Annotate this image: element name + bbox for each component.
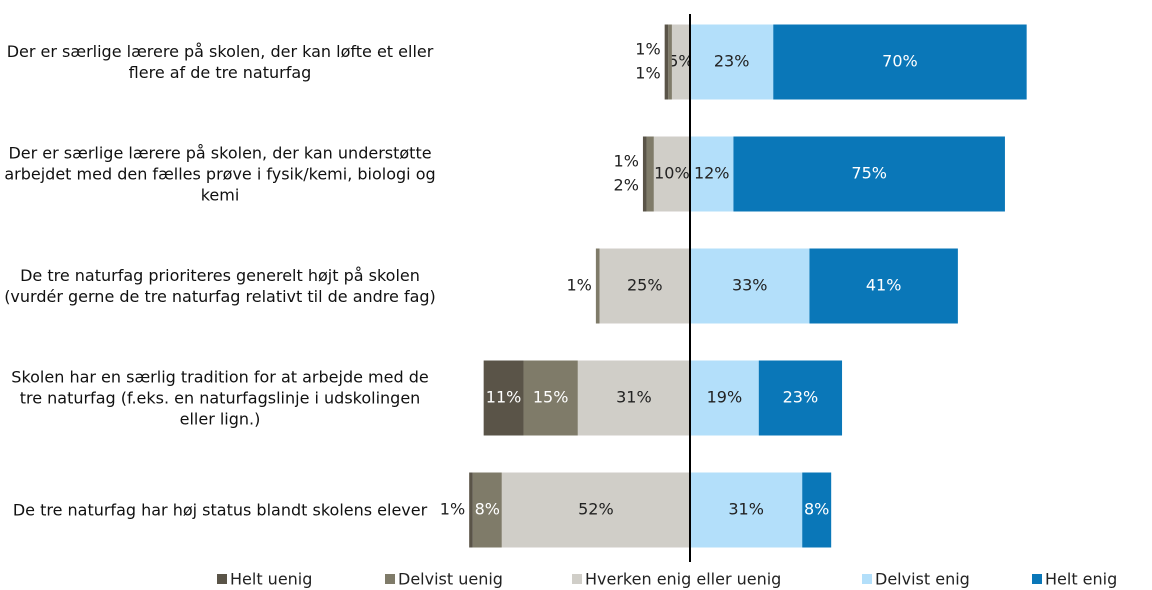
bar-segment: [523, 360, 578, 436]
bar-segment: [483, 360, 524, 436]
data-label: 70%: [882, 52, 918, 71]
bar-segment: [690, 24, 774, 100]
bar-segment: [773, 24, 1027, 100]
legend-label: Delvist enig: [875, 570, 970, 589]
bar-segment: [690, 248, 810, 324]
bar-segment: [664, 24, 669, 100]
legend-swatch: [217, 574, 227, 584]
legend-swatch: [385, 574, 395, 584]
data-label: 1%: [614, 152, 639, 171]
data-label: 75%: [851, 164, 887, 183]
legend-swatch: [862, 574, 872, 584]
data-label: 52%: [578, 500, 614, 519]
data-label: 10%: [654, 164, 690, 183]
legend-swatch: [1032, 574, 1042, 584]
bar-segment: [469, 472, 473, 548]
bar-segment: [577, 360, 690, 436]
data-label: 2%: [614, 176, 639, 195]
data-label: 31%: [728, 500, 764, 519]
bar-segment: [501, 472, 690, 548]
data-label: 1%: [566, 276, 591, 295]
data-label: 25%: [627, 276, 663, 295]
category-label: Skolen har en særlig tradition for at ar…: [11, 367, 429, 429]
data-label: 8%: [475, 500, 500, 519]
bar-segment: [668, 24, 672, 100]
bar-segment: [642, 136, 647, 212]
legend-label: Helt uenig: [230, 570, 312, 589]
category-label: Der er særlige lærere på skolen, der kan…: [6, 42, 434, 82]
bar-segment: [671, 24, 690, 100]
bar-segment: [733, 136, 1005, 212]
bar-segment: [646, 136, 654, 212]
data-label: 1%: [635, 40, 660, 59]
data-label: 19%: [707, 388, 743, 407]
legend-swatch: [572, 574, 582, 584]
data-label: 23%: [783, 388, 819, 407]
bar-segment: [802, 472, 832, 548]
data-label: 31%: [616, 388, 652, 407]
legend-label: Helt enig: [1045, 570, 1117, 589]
data-label: 1%: [440, 500, 465, 519]
legend-label: Delvist uenig: [398, 570, 503, 589]
data-label: 41%: [866, 276, 902, 295]
legend-label: Hverken enig eller uenig: [585, 570, 781, 589]
data-label: 8%: [804, 500, 829, 519]
bar-segment: [599, 248, 690, 324]
category-label: De tre naturfag har høj status blandt sk…: [12, 500, 428, 520]
category-label: Der er særlige lærere på skolen, der kan…: [4, 143, 436, 205]
bar-segment: [809, 248, 958, 324]
bar-segment: [595, 248, 600, 324]
data-label: 23%: [714, 52, 750, 71]
data-label: 33%: [732, 276, 768, 295]
category-label: De tre naturfag prioriteres generelt høj…: [4, 266, 436, 306]
bar-segment: [690, 472, 803, 548]
data-label: 15%: [533, 388, 569, 407]
data-label: 5%: [668, 52, 693, 71]
bar-segment: [758, 360, 843, 436]
data-label: 1%: [635, 64, 660, 83]
bar-segment: [690, 360, 759, 436]
bar-segment: [653, 136, 690, 212]
bar-segment: [690, 136, 734, 212]
bar-segment: [472, 472, 502, 548]
data-label: 12%: [694, 164, 730, 183]
data-label: 11%: [486, 388, 522, 407]
